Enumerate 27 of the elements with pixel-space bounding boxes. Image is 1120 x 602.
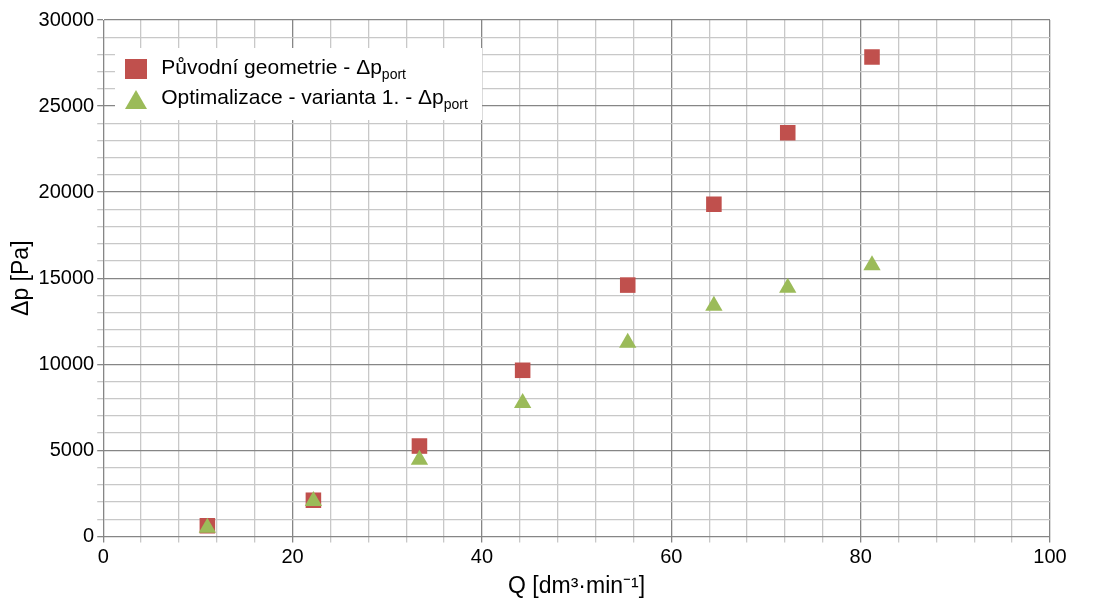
point [864, 49, 880, 65]
y-tick-label: 15000 [38, 265, 95, 288]
point [863, 255, 881, 271]
legend-label: Optimalizace - varianta 1. - Δp$_{port}$ [161, 85, 468, 113]
y-tick-label: 25000 [38, 93, 95, 116]
x-tick-label: 20 [281, 544, 304, 567]
point [513, 393, 532, 408]
point [705, 295, 723, 311]
point [619, 332, 637, 348]
legend-label: Původní geometrie - Δp$_{port}$ [161, 55, 406, 83]
y-tick-label: 10000 [38, 351, 95, 374]
y-tick-label: 0 [83, 523, 95, 546]
point [779, 277, 797, 293]
point [706, 196, 722, 212]
x-tick-label: 80 [849, 544, 872, 567]
point [619, 277, 636, 293]
x-tick-label: 40 [470, 544, 494, 567]
y-tick-label: 30000 [38, 7, 95, 30]
y-tick-label: 20000 [38, 179, 95, 202]
x-tick-label: 60 [660, 544, 683, 567]
x-tick-label: 0 [97, 544, 109, 567]
point [410, 449, 429, 465]
x-tick-label: 100 [1033, 544, 1067, 567]
y-tick-label: 5000 [49, 437, 95, 460]
x-axis-title: Q [dm³·min⁻¹] [508, 571, 646, 598]
point [779, 124, 796, 141]
y-axis-title: Δp [Pa] [7, 240, 34, 316]
